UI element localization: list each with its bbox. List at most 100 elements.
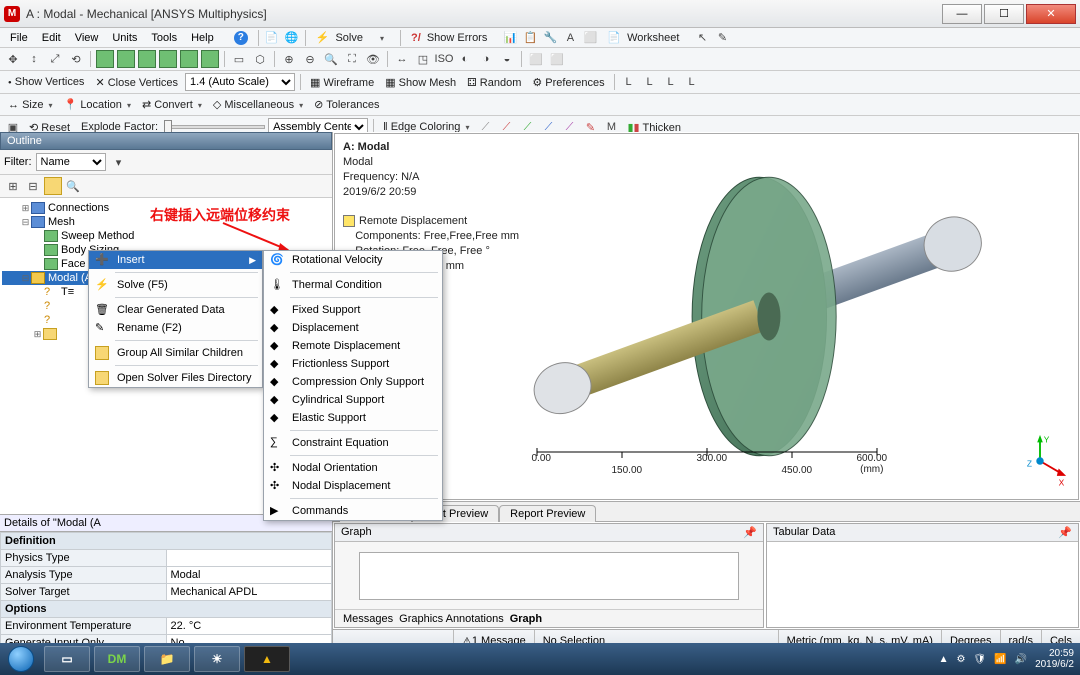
tree-connections[interactable]: Connections [48, 202, 109, 214]
tray-icon[interactable]: 🛡 [973, 654, 986, 665]
ctx-compression[interactable]: ◆Compression Only Support [264, 373, 442, 391]
ctx-elastic[interactable]: ◆Elastic Support [264, 409, 442, 427]
ctx-open[interactable]: Open Solver Files Directory [89, 369, 262, 387]
tree-sweep[interactable]: Sweep Method [61, 230, 134, 242]
tb-icon[interactable]: 🔍 [322, 50, 340, 68]
ctx-constraint[interactable]: ∑Constraint Equation [264, 434, 442, 452]
tb-icon[interactable] [159, 50, 177, 68]
tb-icon[interactable]: ◑ [477, 50, 495, 68]
ctx-cylindrical[interactable]: ◆Cylindrical Support [264, 391, 442, 409]
ctx-nodal-orient[interactable]: ✣Nodal Orientation [264, 459, 442, 477]
tb-icon[interactable]: ⬡ [251, 50, 269, 68]
ctx-insert[interactable]: ➕Insert▶ [89, 251, 262, 269]
tb-icon[interactable]: ISO [435, 50, 453, 68]
toolbar-icon[interactable]: 🔧 [541, 29, 559, 47]
system-tray[interactable]: ▲ ⚙ 🛡 📶 🔊 20:59 2019/6/2 [939, 648, 1080, 670]
tb-icon[interactable]: ↔ [393, 50, 411, 68]
cursor-icon[interactable]: ↖ [693, 29, 711, 47]
tb-icon[interactable]: ◳ [414, 50, 432, 68]
tab-graph-anno[interactable]: Graphics Annotations [399, 613, 504, 625]
task-tile[interactable]: DM [94, 646, 140, 672]
menu-file[interactable]: File [4, 30, 34, 46]
tb-icon[interactable]: ◒ [498, 50, 516, 68]
maximize-button[interactable]: ☐ [984, 4, 1024, 24]
ctx-frictionless[interactable]: ◆Frictionless Support [264, 355, 442, 373]
tree-tb[interactable]: ⊞ [4, 177, 22, 195]
tb-icon[interactable]: ⟲ [67, 50, 85, 68]
ctx-group[interactable]: Group All Similar Children [89, 344, 262, 362]
tb-icon[interactable] [138, 50, 156, 68]
toolbar-icon[interactable]: 🌐 [283, 29, 301, 47]
tb-icon[interactable]: ⊖ [301, 50, 319, 68]
menu-help[interactable]: Help [185, 30, 220, 46]
worksheet-button[interactable]: 📄Worksheet [601, 29, 691, 46]
tree-mesh[interactable]: Mesh [48, 216, 75, 228]
size-menu[interactable]: ↔ Size [4, 98, 57, 112]
tb-icon[interactable]: ✥ [4, 50, 22, 68]
toolbar-icon[interactable]: 📊 [501, 29, 519, 47]
tray-icon[interactable]: 🔊 [1015, 654, 1027, 665]
menu-units[interactable]: Units [106, 30, 143, 46]
tb-icon[interactable]: L [683, 73, 701, 91]
tb-icon[interactable] [201, 50, 219, 68]
task-tile[interactable]: ▭ [44, 646, 90, 672]
tray-icon[interactable]: 📶 [994, 654, 1006, 665]
tolerances-menu[interactable]: ⊘ Tolerances [310, 97, 383, 112]
tab-graph-active[interactable]: Graph [510, 613, 542, 625]
ctx-commands[interactable]: ▶Commands [264, 502, 442, 520]
tree-tb[interactable] [44, 177, 62, 195]
ctx-fixed[interactable]: ◆Fixed Support [264, 301, 442, 319]
tb-icon[interactable]: ⊕ [280, 50, 298, 68]
toolbar-icon[interactable]: ⬜ [581, 29, 599, 47]
windows-taskbar[interactable]: ▭ DM 📁 ☀ ▲ ▲ ⚙ 🛡 📶 🔊 20:59 2019/6/2 [0, 643, 1080, 675]
tray-icon[interactable]: ▲ [939, 654, 949, 665]
task-tile[interactable]: ☀ [194, 646, 240, 672]
tb-icon[interactable]: ⬜ [527, 50, 545, 68]
ctx-rename[interactable]: ✎Rename (F2) [89, 319, 262, 337]
random[interactable]: ⚃ Random [463, 75, 525, 90]
ctx-rotational-velocity[interactable]: 🌀Rotational Velocity [264, 251, 442, 269]
task-tile[interactable]: ▲ [244, 646, 290, 672]
tb-icon[interactable]: ⛶ [343, 50, 361, 68]
minimize-button[interactable]: — [942, 4, 982, 24]
close-vertices[interactable]: ✕ Close Vertices [91, 75, 182, 90]
context-menu-main[interactable]: ➕Insert▶ ⚡Solve (F5) 🗑Clear Generated Da… [88, 250, 263, 388]
tb-icon[interactable]: L [641, 73, 659, 91]
tb-icon[interactable] [96, 50, 114, 68]
tb-icon[interactable]: L [662, 73, 680, 91]
preferences[interactable]: ⚙ Preferences [528, 75, 608, 90]
ctx-nodal-disp[interactable]: ✣Nodal Displacement [264, 477, 442, 495]
tab-report-preview[interactable]: Report Preview [499, 505, 596, 522]
3d-viewport[interactable]: A: Modal Modal Frequency: N/A 2019/6/2 2… [334, 133, 1079, 500]
tree-child[interactable]: T≡ [61, 286, 74, 298]
tb-icon[interactable]: ⤢ [46, 50, 64, 68]
menu-view[interactable]: View [69, 30, 105, 46]
show-mesh[interactable]: ▦ Show Mesh [381, 75, 460, 90]
tb-icon[interactable] [117, 50, 135, 68]
tb-icon[interactable] [180, 50, 198, 68]
filter-select[interactable]: Name [36, 153, 106, 171]
toolbar-icon[interactable]: ✎ [713, 29, 731, 47]
ctx-remote[interactable]: ◆Remote Displacement [264, 337, 442, 355]
show-vertices[interactable]: 🞄 Show Vertices [4, 75, 88, 90]
menu-edit[interactable]: Edit [36, 30, 67, 46]
menu-tools[interactable]: Tools [145, 30, 183, 46]
tb-icon[interactable]: ▭ [230, 50, 248, 68]
start-button[interactable] [0, 643, 42, 675]
wireframe[interactable]: ▦ Wireframe [306, 75, 378, 90]
solve-button[interactable]: ⚡Solve [310, 29, 396, 46]
tb-icon[interactable]: 👁 [364, 50, 382, 68]
detail-value[interactable]: 22. °C [166, 618, 332, 635]
pin-icon[interactable]: 📌 [743, 526, 757, 539]
show-errors-button[interactable]: ?/Show Errors [405, 30, 499, 46]
help-icon[interactable]: ? [228, 29, 254, 47]
tb-icon[interactable]: ◐ [456, 50, 474, 68]
context-submenu-insert[interactable]: 🌀Rotational Velocity 🌡Thermal Condition … [263, 250, 443, 521]
ctx-displacement[interactable]: ◆Displacement [264, 319, 442, 337]
location-menu[interactable]: 📍 Location [60, 97, 135, 112]
tray-icon[interactable]: ⚙ [956, 654, 965, 665]
explode-slider[interactable] [165, 125, 265, 129]
close-button[interactable]: ✕ [1026, 4, 1076, 24]
toolbar-icon[interactable]: 📋 [521, 29, 539, 47]
scale-select[interactable]: 1.4 (Auto Scale) [185, 73, 295, 91]
